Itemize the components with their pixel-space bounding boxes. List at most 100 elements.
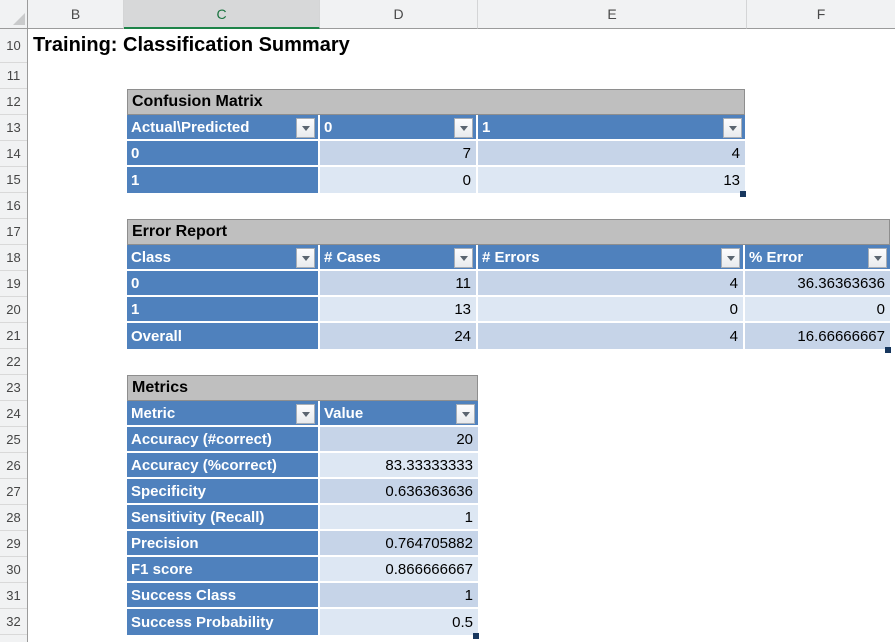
table-resize-handle[interactable] (885, 347, 891, 353)
er-row-label-overall[interactable]: Overall (127, 323, 320, 349)
cm-header-actual-predicted[interactable]: Actual\Predicted (127, 115, 320, 139)
row-header-26[interactable]: 26 (0, 453, 27, 479)
column-header-D[interactable]: D (320, 0, 478, 29)
cm-header-label: 1 (482, 119, 490, 136)
mt-label-accuracy-count[interactable]: Accuracy (#correct) (127, 427, 320, 451)
column-header-C[interactable]: C (124, 0, 320, 29)
filter-dropdown-button[interactable] (296, 118, 315, 138)
er-cell[interactable]: 36.36363636 (745, 271, 890, 295)
row-header-24[interactable]: 24 (0, 401, 27, 427)
table-row: Overall 24 4 16.66666667 (127, 323, 890, 349)
table-resize-handle[interactable] (473, 633, 479, 639)
table-resize-handle[interactable] (740, 191, 746, 197)
row-header-21[interactable]: 21 (0, 323, 27, 349)
er-header-errors[interactable]: # Errors (478, 245, 745, 269)
row-header-12[interactable]: 12 (0, 89, 27, 115)
filter-dropdown-button[interactable] (454, 248, 473, 268)
filter-dropdown-button[interactable] (721, 248, 740, 268)
filter-dropdown-button[interactable] (296, 404, 315, 424)
cm-row-label-1[interactable]: 1 (127, 167, 320, 193)
table-row: 1 0 13 (127, 167, 745, 193)
mt-value[interactable]: 20 (320, 427, 478, 451)
filter-dropdown-button[interactable] (456, 404, 475, 424)
mt-label-specificity[interactable]: Specificity (127, 479, 320, 503)
er-cell[interactable]: 24 (320, 323, 478, 349)
row-header-13[interactable]: 13 (0, 115, 27, 141)
column-header-F[interactable]: F (747, 0, 895, 29)
column-header-E[interactable]: E (478, 0, 747, 29)
sheet-title[interactable]: Training: Classification Summary (33, 34, 350, 57)
table-row: 0 7 4 (127, 141, 745, 167)
mt-label-success-class[interactable]: Success Class (127, 583, 320, 607)
mt-label-sensitivity[interactable]: Sensitivity (Recall) (127, 505, 320, 529)
er-row-label-1[interactable]: 1 (127, 297, 320, 321)
filter-dropdown-button[interactable] (454, 118, 473, 138)
error-report-title[interactable]: Error Report (127, 219, 890, 245)
cm-cell-11[interactable]: 13 (478, 167, 745, 193)
row-header-11[interactable]: 11 (0, 63, 27, 89)
row-header-31[interactable]: 31 (0, 583, 27, 609)
filter-dropdown-button[interactable] (723, 118, 742, 138)
row-header-17[interactable]: 17 (0, 219, 27, 245)
er-header-label: # Errors (482, 249, 540, 266)
mt-value[interactable]: 0.866666667 (320, 557, 478, 581)
row-header-29[interactable]: 29 (0, 531, 27, 557)
table-row: F1 score 0.866666667 (127, 557, 478, 583)
mt-value[interactable]: 1 (320, 505, 478, 529)
mt-label-success-probability[interactable]: Success Probability (127, 609, 320, 635)
chevron-down-icon (302, 256, 310, 261)
mt-value[interactable]: 0.764705882 (320, 531, 478, 555)
table-row: Success Class 1 (127, 583, 478, 609)
row-header-stub (0, 635, 27, 642)
mt-label-f1-score[interactable]: F1 score (127, 557, 320, 581)
row-header-15[interactable]: 15 (0, 167, 27, 193)
row-header-14[interactable]: 14 (0, 141, 27, 167)
mt-value[interactable]: 83.33333333 (320, 453, 478, 477)
er-header-pct-error[interactable]: % Error (745, 245, 890, 269)
mt-value[interactable]: 1 (320, 583, 478, 607)
mt-value[interactable]: 0.5 (320, 609, 478, 635)
cm-cell-01[interactable]: 4 (478, 141, 745, 165)
filter-dropdown-button[interactable] (868, 248, 887, 268)
mt-label-accuracy-pct[interactable]: Accuracy (%correct) (127, 453, 320, 477)
row-header-32[interactable]: 32 (0, 609, 27, 635)
confusion-matrix-title[interactable]: Confusion Matrix (127, 89, 745, 115)
er-header-cases[interactable]: # Cases (320, 245, 478, 269)
mt-header-value[interactable]: Value (320, 401, 478, 425)
row-header-25[interactable]: 25 (0, 427, 27, 453)
row-header-27[interactable]: 27 (0, 479, 27, 505)
mt-value[interactable]: 0.636363636 (320, 479, 478, 503)
cm-row-label-0[interactable]: 0 (127, 141, 320, 165)
cm-cell-10[interactable]: 0 (320, 167, 478, 193)
cm-cell-00[interactable]: 7 (320, 141, 478, 165)
er-row-label-0[interactable]: 0 (127, 271, 320, 295)
cm-header-pred-0[interactable]: 0 (320, 115, 478, 139)
column-header-B[interactable]: B (28, 0, 124, 29)
er-cell[interactable]: 0 (478, 297, 745, 321)
er-cell[interactable]: 0 (745, 297, 890, 321)
row-header-23[interactable]: 23 (0, 375, 27, 401)
mt-header-metric[interactable]: Metric (127, 401, 320, 425)
cm-header-pred-1[interactable]: 1 (478, 115, 745, 139)
chevron-down-icon (727, 256, 735, 261)
er-cell[interactable]: 4 (478, 271, 745, 295)
er-header-label: Class (131, 249, 171, 266)
er-cell[interactable]: 13 (320, 297, 478, 321)
filter-dropdown-button[interactable] (296, 248, 315, 268)
row-header-22[interactable]: 22 (0, 349, 27, 375)
mt-label-precision[interactable]: Precision (127, 531, 320, 555)
row-header-30[interactable]: 30 (0, 557, 27, 583)
select-all-corner[interactable] (0, 0, 28, 29)
row-header-18[interactable]: 18 (0, 245, 27, 271)
spreadsheet-canvas: B C D E F 10 11 12 13 14 15 16 17 18 19 … (0, 0, 895, 642)
row-header-10[interactable]: 10 (0, 29, 27, 63)
row-header-20[interactable]: 20 (0, 297, 27, 323)
metrics-title[interactable]: Metrics (127, 375, 478, 401)
er-header-class[interactable]: Class (127, 245, 320, 269)
er-cell[interactable]: 16.66666667 (745, 323, 890, 349)
row-header-28[interactable]: 28 (0, 505, 27, 531)
er-cell[interactable]: 11 (320, 271, 478, 295)
row-header-16[interactable]: 16 (0, 193, 27, 219)
row-header-19[interactable]: 19 (0, 271, 27, 297)
er-cell[interactable]: 4 (478, 323, 745, 349)
